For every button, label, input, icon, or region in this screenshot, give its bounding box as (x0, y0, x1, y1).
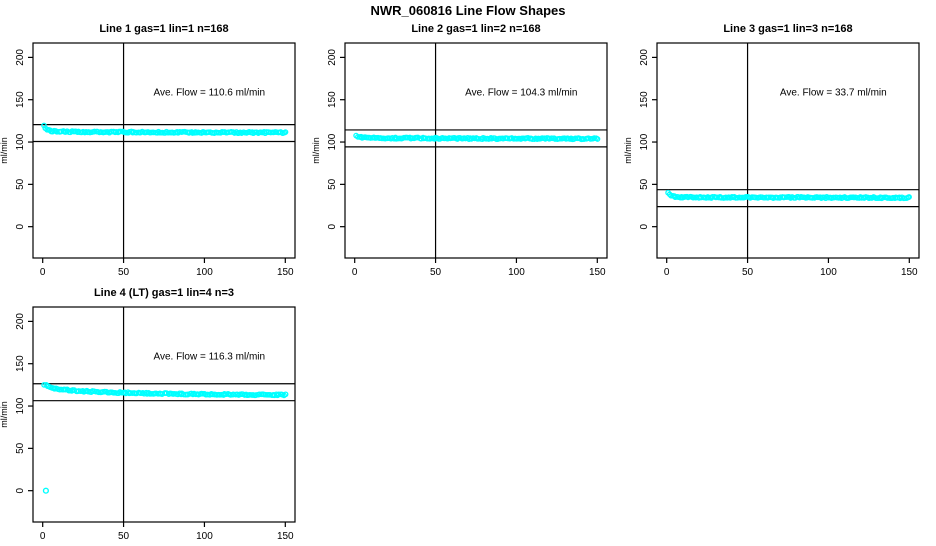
data-point (282, 391, 289, 398)
y-tick-label: 0 (15, 487, 26, 493)
plot-box (32, 306, 296, 523)
y-tick-label: 150 (15, 91, 26, 108)
data-point (191, 129, 198, 136)
y-tick-label: 150 (15, 355, 26, 372)
y-tick-label: 100 (639, 133, 650, 150)
subplot-line-1: Line 1 gas=1 lin=1 n=168 0 50 100 150 0 50 100… (0, 18, 312, 282)
data-point (275, 391, 282, 398)
data-point (150, 129, 157, 136)
y-tick-label: 50 (639, 178, 650, 190)
x-tick-label: 50 (430, 267, 442, 278)
x-tick-label: 50 (118, 267, 130, 278)
y-tick-label: 100 (15, 133, 26, 150)
subplot-line-3-plot-area: 0 50 100 150 0 50 100 150 200 ml/min Ave. Flow = 3… (624, 42, 920, 278)
y-axis-label: ml/min (0, 137, 9, 164)
x-axis: 0 50 100 150 (352, 258, 606, 278)
subplot-line-2-title: Line 2 gas=1 lin=2 n=168 (411, 23, 541, 35)
ave-flow-annotation: Ave. Flow = 104.3 ml/min (465, 87, 577, 98)
x-axis: 0 50 100 150 (664, 258, 918, 278)
x-axis: 0 50 100 150 (40, 522, 294, 542)
x-tick-label: 100 (820, 267, 837, 278)
reference-lines (657, 43, 919, 258)
data-series (41, 382, 289, 494)
y-tick-label: 50 (15, 442, 26, 454)
x-axis: 0 50 100 150 (40, 258, 294, 278)
y-axis: 0 50 100 150 200 (15, 313, 33, 493)
subplot-line-4-plot-area: 0 50 100 150 0 50 100 150 200 ml/min Ave. Flow = 1… (0, 306, 296, 542)
ave-flow-annotation: Ave. Flow = 110.6 ml/min (153, 87, 265, 98)
reference-lines (33, 43, 295, 258)
x-tick-label: 0 (664, 267, 670, 278)
x-tick-label: 100 (196, 531, 213, 542)
x-tick-label: 150 (277, 531, 294, 542)
data-series (665, 189, 912, 202)
x-tick-label: 100 (508, 267, 525, 278)
y-axis-label: ml/min (624, 137, 633, 164)
y-tick-label: 50 (15, 178, 26, 190)
subplot-line-2-plot-area: 0 50 100 150 0 50 100 150 200 ml/min Ave. Flow = 1… (312, 42, 608, 278)
subplot-line-3-title: Line 3 gas=1 lin=3 n=168 (723, 23, 853, 35)
reference-lines (33, 307, 295, 522)
outlier-data-point (42, 487, 50, 494)
ave-flow-annotation: Ave. Flow = 33.7 ml/min (780, 87, 887, 98)
y-axis: 0 50 100 150 200 (15, 49, 33, 229)
y-tick-label: 0 (327, 223, 338, 229)
data-point (123, 129, 130, 136)
y-tick-label: 100 (327, 133, 338, 150)
x-tick-label: 0 (352, 267, 358, 278)
y-tick-label: 150 (327, 91, 338, 108)
y-tick-label: 0 (639, 223, 650, 229)
x-tick-label: 50 (742, 267, 754, 278)
y-axis-label: ml/min (0, 401, 9, 428)
subplot-line-3: Line 3 gas=1 lin=3 n=168 0 50 100 150 0 50 100… (624, 18, 936, 282)
data-point (594, 136, 601, 142)
ave-flow-annotation: Ave. Flow = 116.3 ml/min (153, 351, 265, 362)
data-point (230, 391, 237, 398)
x-tick-label: 0 (40, 531, 46, 542)
x-tick-label: 0 (40, 267, 46, 278)
subplot-line-4: Line 4 (LT) gas=1 lin=4 n=3 0 50 100 150 0 50… (0, 282, 312, 546)
data-point (393, 135, 400, 142)
x-tick-label: 150 (589, 267, 606, 278)
data-point (282, 129, 289, 135)
data-series (353, 132, 601, 143)
plot-box (32, 42, 296, 259)
y-axis: 0 50 100 150 200 (639, 49, 657, 229)
x-tick-label: 100 (196, 267, 213, 278)
subplot-line-2: Line 2 gas=1 lin=2 n=168 0 50 100 150 0 50 100… (312, 18, 624, 282)
y-tick-label: 150 (639, 91, 650, 108)
data-point (549, 135, 555, 142)
y-tick-label: 200 (327, 49, 338, 66)
x-tick-label: 150 (277, 267, 294, 278)
x-tick-label: 150 (901, 267, 918, 278)
plot-box (344, 42, 608, 259)
y-tick-label: 200 (639, 49, 650, 66)
plot-box (656, 42, 920, 259)
reference-lines (345, 43, 607, 258)
y-tick-label: 200 (15, 313, 26, 330)
y-tick-label: 200 (15, 49, 26, 66)
y-tick-label: 50 (327, 178, 338, 190)
subplot-line-4-title: Line 4 (LT) gas=1 lin=4 n=3 (93, 287, 235, 299)
subplot-line-1-plot-area: 0 50 100 150 0 50 100 150 200 ml/min Ave. Flow = 1… (0, 42, 296, 278)
y-tick-label: 100 (15, 397, 26, 414)
data-series (41, 122, 289, 137)
data-point (906, 194, 912, 200)
x-tick-label: 50 (118, 531, 130, 542)
subplot-line-1-title: Line 1 gas=1 lin=1 n=168 (99, 23, 229, 35)
figure-title: NWR_060816 Line Flow Shapes (370, 3, 566, 18)
y-axis-label: ml/min (312, 137, 321, 164)
y-tick-label: 0 (15, 223, 26, 229)
y-axis: 0 50 100 150 200 (327, 49, 345, 229)
